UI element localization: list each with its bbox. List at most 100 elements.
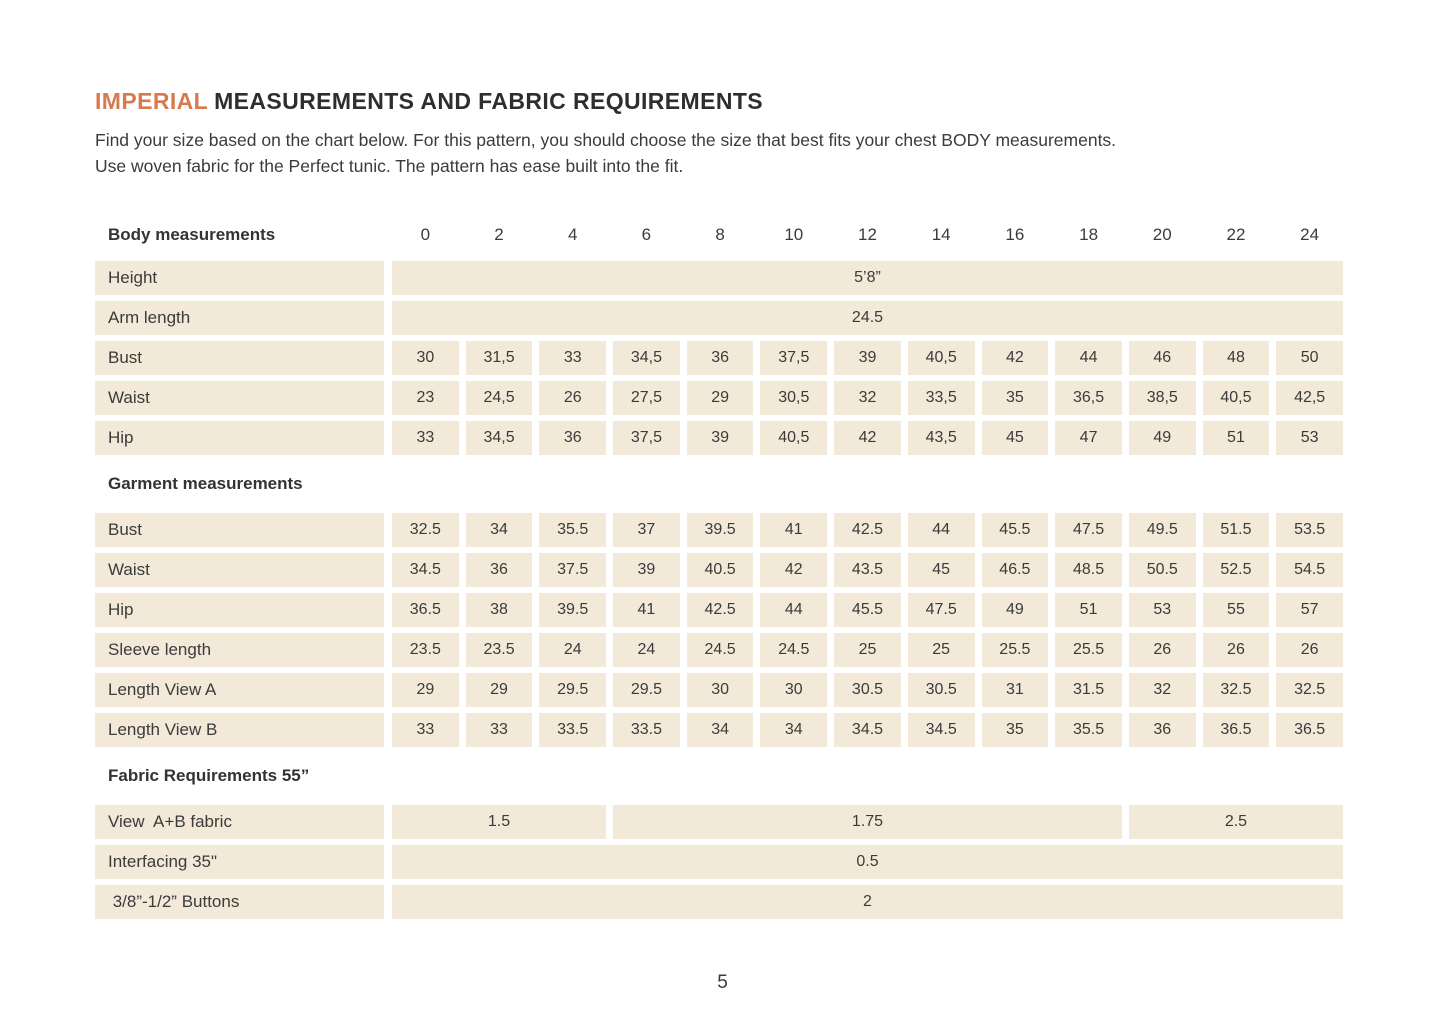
size-column-header: 24 — [1300, 225, 1320, 244]
value-cell: 30,5 — [760, 381, 828, 415]
value-cell: 31,5 — [465, 341, 533, 375]
value-cell: 51.5 — [1202, 513, 1270, 547]
value-cell: 39 — [834, 341, 901, 375]
value-cell: 34,5 — [613, 341, 680, 375]
size-column-header: 4 — [567, 225, 578, 244]
row-values: 34.5 36 37.5 39 40.5 42 43.5 45 46.5 48.5 50.5 52.5… — [392, 553, 1343, 587]
size-column-header: 22 — [1226, 225, 1246, 244]
value-cell: 29.5 — [539, 673, 607, 707]
table-row: Interfacing 35" 0.5 — [95, 845, 1343, 879]
value-cell: 1.5 — [392, 805, 607, 839]
value-cell: 44 — [1055, 341, 1122, 375]
value-cell: 35.5 — [1055, 713, 1122, 747]
value-cell: 37,5 — [760, 341, 828, 375]
table-row: Bust 32.5 34 35.5 37 39.5 41 42.5 44 45.5 47.5 49.5… — [95, 513, 1343, 547]
value-cell: 24 — [613, 633, 680, 667]
value-cell: 25 — [834, 633, 901, 667]
value-cell: 30.5 — [834, 673, 901, 707]
value-cell: 24.5 — [760, 633, 828, 667]
value-cell: 24.5 — [686, 633, 754, 667]
value-cell: 33,5 — [907, 381, 975, 415]
row-label: Bust — [95, 513, 384, 547]
value-cell: 42.5 — [834, 513, 901, 547]
value-cell: 33 — [392, 421, 459, 455]
size-column-header: 18 — [1079, 225, 1099, 244]
value-cell: 29 — [465, 673, 533, 707]
value-cell: 35.5 — [539, 513, 607, 547]
value-cell: 33.5 — [539, 713, 607, 747]
value-cell: 42 — [981, 341, 1049, 375]
value-cell: 39.5 — [686, 513, 754, 547]
value-cell: 33 — [392, 713, 459, 747]
value-cell: 26 — [1276, 633, 1343, 667]
value-cell: 36.5 — [1276, 713, 1343, 747]
value-cell: 49.5 — [1128, 513, 1196, 547]
value-cell: 38 — [465, 593, 533, 627]
value-cell: 33.5 — [613, 713, 680, 747]
row-values: 36.5 38 39.5 41 42.5 44 45.5 47.5 49 51 53 55 57 — [392, 593, 1343, 627]
table-row: Sleeve length 23.5 23.5 24 24 24.5 24.5 25 25 25.… — [95, 633, 1343, 667]
size-column-header: 8 — [715, 225, 725, 244]
value-cell: 26 — [539, 381, 607, 415]
size-column-header: 12 — [858, 225, 877, 244]
value-cell: 45.5 — [981, 513, 1049, 547]
value-cell: 34 — [760, 713, 828, 747]
row-values: 24.5 — [392, 301, 1343, 335]
value-cell: 27,5 — [613, 381, 680, 415]
table-row: Hip 33 34,5 36 37,5 39 40,5 42 43,5 45 47 49 51 53 — [95, 421, 1343, 455]
value-cell: 45 — [907, 553, 975, 587]
value-cell: 23.5 — [465, 633, 533, 667]
value-cell: 26 — [1128, 633, 1196, 667]
row-label: Waist — [95, 553, 384, 587]
value-cell: 54.5 — [1276, 553, 1343, 587]
value-cell: 34,5 — [465, 421, 533, 455]
value-cell: 29.5 — [613, 673, 680, 707]
value-cell: 1.75 — [613, 805, 1122, 839]
value-cell: 37 — [613, 513, 680, 547]
value-cell: 53 — [1128, 593, 1196, 627]
row-values: 23.5 23.5 24 24 24.5 24.5 25 25 25.5 25.5 26 26 26 — [392, 633, 1343, 667]
value-cell: 0.5 — [392, 845, 1343, 879]
value-cell: 43.5 — [834, 553, 901, 587]
value-cell: 42.5 — [686, 593, 754, 627]
value-cell: 37.5 — [539, 553, 607, 587]
value-cell: 32 — [834, 381, 901, 415]
value-cell: 48.5 — [1055, 553, 1122, 587]
value-cell: 30 — [392, 341, 459, 375]
value-cell: 2 — [392, 885, 1343, 919]
value-cell: 30 — [686, 673, 754, 707]
value-cell: 32 — [1128, 673, 1196, 707]
value-cell: 25.5 — [1055, 633, 1122, 667]
intro-line-1: Find your size based on the chart below.… — [95, 130, 1117, 150]
value-cell: 50 — [1276, 341, 1343, 375]
size-column-header: 16 — [1005, 225, 1025, 244]
size-column-header: 2 — [494, 225, 504, 244]
row-label: Length View A — [95, 673, 384, 707]
value-cell: 37,5 — [613, 421, 680, 455]
value-cell: 46 — [1128, 341, 1196, 375]
row-values: 5’8” — [392, 261, 1343, 295]
row-values: 30 31,5 33 34,5 36 37,5 39 40,5 42 44 46 48 50 — [392, 341, 1343, 375]
value-cell: 42 — [760, 553, 828, 587]
value-cell: 23.5 — [392, 633, 459, 667]
row-label: Waist — [95, 381, 384, 415]
value-cell: 41 — [613, 593, 680, 627]
value-cell: 23 — [392, 381, 459, 415]
value-cell: 33 — [465, 713, 533, 747]
value-cell: 38,5 — [1128, 381, 1196, 415]
value-cell: 40,5 — [760, 421, 828, 455]
value-cell: 42 — [834, 421, 901, 455]
value-cell: 51 — [1055, 593, 1122, 627]
row-values: 33 33 33.5 33.5 34 34 34.5 34.5 35 35.5 36 36.5 36.5 — [392, 713, 1343, 747]
value-cell: 46.5 — [981, 553, 1049, 587]
value-cell: 29 — [392, 673, 459, 707]
value-cell: 32.5 — [1202, 673, 1270, 707]
value-cell: 51 — [1202, 421, 1270, 455]
value-cell: 47.5 — [907, 593, 975, 627]
table-row: Length View A 29 29 29.5 29.5 30 30 30.5 30.5 31 3… — [95, 673, 1343, 707]
value-cell: 34.5 — [392, 553, 459, 587]
table-row: Length View B 33 33 33.5 33.5 34 34 34.5 34.5 35 3… — [95, 713, 1343, 747]
value-cell: 35 — [981, 713, 1049, 747]
value-cell: 2.5 — [1128, 805, 1343, 839]
value-cell: 35 — [981, 381, 1049, 415]
